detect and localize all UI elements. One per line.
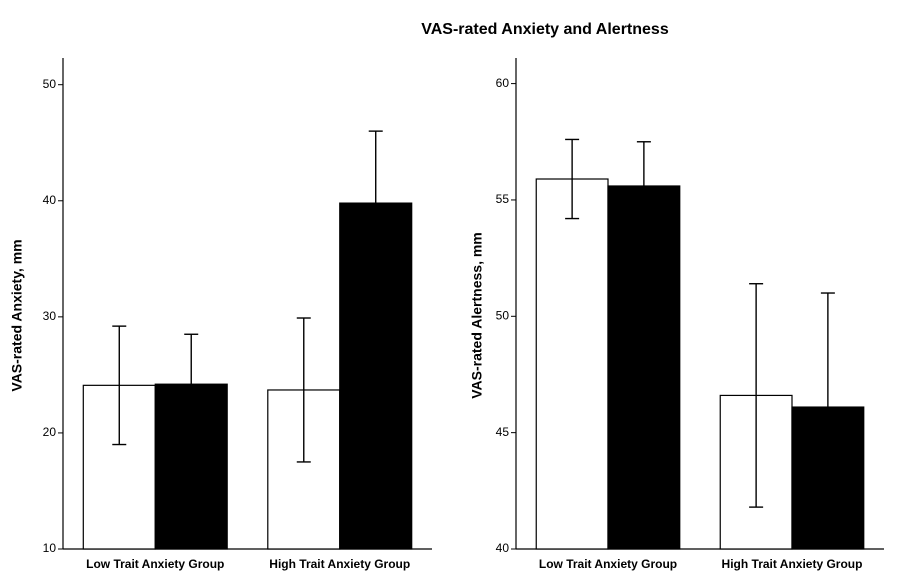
x-tick-label: High Trait Anxiety Group [269,557,410,571]
error-bar [636,141,651,231]
y-tick-label: 30 [43,309,57,323]
error-bar [296,317,311,463]
y-tick-label: 50 [496,308,510,322]
error-bar [749,283,764,508]
y-tick-label: 40 [496,541,510,555]
error-bar [565,138,580,220]
y-tick-label: 55 [496,192,510,206]
bar [535,178,609,550]
error-bar [820,292,835,522]
y-axis-label: VAS-rated Alertness, mm [469,232,485,399]
error-bar [184,333,199,435]
y-tick-label: 50 [43,77,57,91]
y-axis-label: VAS-rated Anxiety, mm [9,239,25,391]
error-bar [368,130,383,276]
y-tick-label: 40 [43,193,57,207]
bar [607,185,681,550]
x-tick-label: Low Trait Anxiety Group [539,557,677,571]
x-tick-label: High Trait Anxiety Group [722,557,863,571]
error-bar [112,325,127,446]
y-tick-label: 20 [43,425,57,439]
y-tick-label: 10 [43,541,57,555]
y-tick-label: 60 [496,76,510,90]
figure-title: VAS-rated Anxiety and Alertness [421,21,669,38]
x-tick-label: Low Trait Anxiety Group [86,557,224,571]
y-tick-label: 45 [496,425,510,439]
